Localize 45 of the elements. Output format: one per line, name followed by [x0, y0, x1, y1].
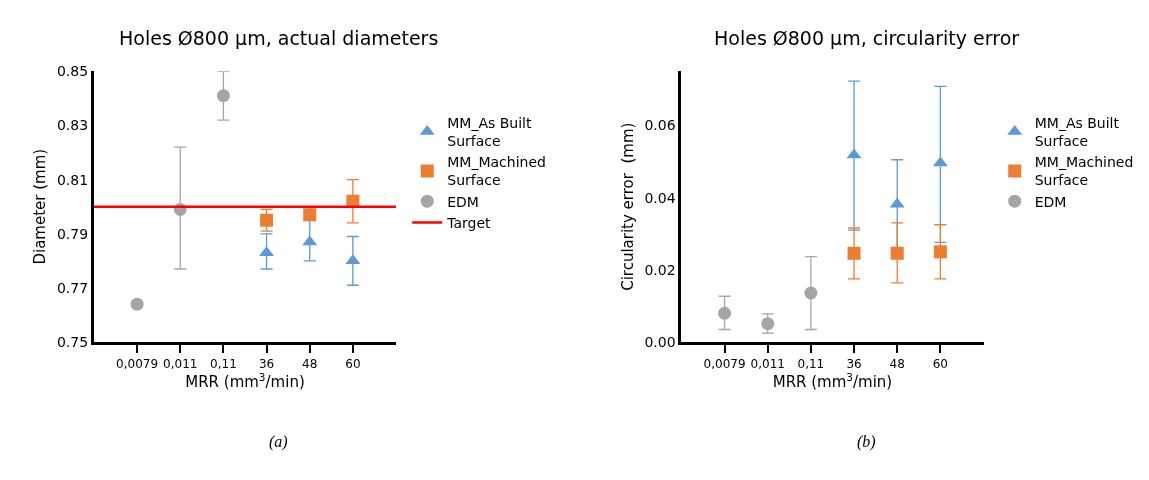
chart-title: Holes Ø800 µm, actual diameters	[119, 27, 439, 49]
y-tick-label: 0.77	[56, 279, 89, 296]
x-tick-label: 0,11	[210, 356, 237, 371]
legend-label: EDM	[447, 193, 479, 210]
x-tick-label: 48	[302, 356, 318, 371]
x-tick-label: 48	[889, 356, 905, 371]
chart-title: Holes Ø800 µm, circularity error	[714, 27, 1020, 49]
text: (b)	[857, 433, 876, 451]
x-tick-label: 60	[345, 356, 361, 371]
point	[216, 89, 230, 103]
x-tick-label: 60	[932, 356, 949, 371]
legend-label: MM_Machined Surface	[447, 154, 546, 189]
point	[804, 286, 818, 300]
legend-label: EDM	[1034, 193, 1067, 210]
x-tick-label: 0,011	[750, 356, 785, 371]
y-tick-label: 0.04	[644, 189, 676, 206]
point	[847, 246, 861, 260]
y-tick-label: 0.06	[644, 117, 676, 134]
x-tick-label: 0,11	[797, 356, 825, 371]
point	[933, 245, 947, 259]
legend-label: MM_As Built Surface	[1034, 114, 1120, 150]
legend-label: MM_As Built Surface	[447, 114, 532, 150]
point	[890, 246, 904, 260]
point	[718, 306, 732, 320]
y-tick-label: 0.83	[56, 117, 89, 134]
y-tick-label: 0.00	[644, 334, 676, 351]
text: (a)	[269, 433, 288, 451]
point	[260, 213, 274, 227]
y-tick-label: 0.85	[56, 63, 89, 80]
y-tick-label: 0.02	[644, 261, 676, 278]
y-axis-title: Circularity error (mm)	[618, 122, 637, 291]
y-axis-title: Diameter (mm)	[31, 148, 50, 265]
legend-label: MM_Machined Surface	[1034, 154, 1134, 189]
x-tick-label: 36	[846, 356, 862, 371]
legend-label: Target	[446, 214, 492, 231]
x-axis-title: MRR (mm$^{3}$/min)	[772, 370, 893, 391]
y-tick-label: 0.79	[56, 225, 89, 242]
y-tick-label: 0.81	[56, 171, 89, 188]
x-tick-label: 0,0079	[116, 356, 159, 371]
y-tick-label: 0.75	[56, 334, 89, 351]
x-tick-label: 36	[258, 356, 275, 371]
x-tick-label: 0,011	[163, 356, 198, 371]
point	[130, 297, 144, 311]
x-tick-label: 0,0079	[703, 356, 746, 371]
x-axis-title: MRR (mm$^{3}$/min)	[185, 370, 305, 391]
